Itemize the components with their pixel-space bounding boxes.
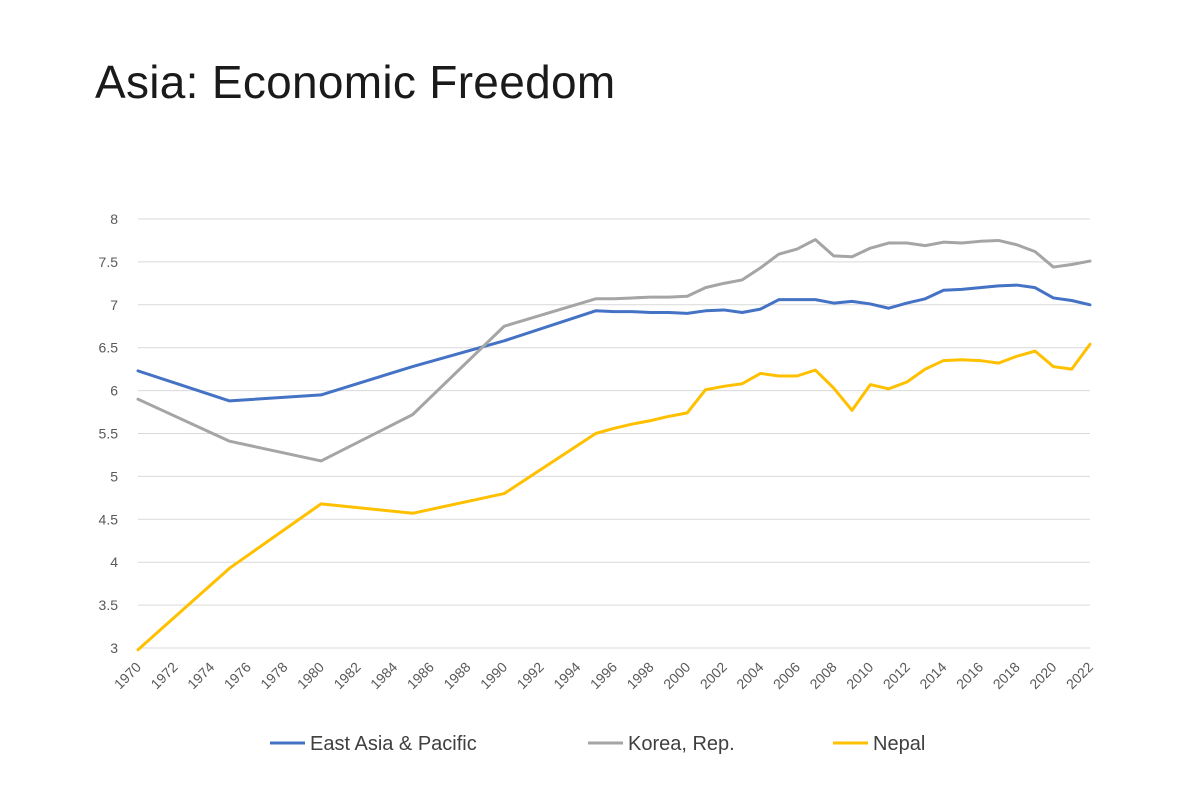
x-tick-label: 2002 — [697, 659, 730, 692]
x-tick-label: 2012 — [880, 659, 913, 692]
x-tick-label: 2016 — [953, 659, 986, 692]
x-tick-label: 1974 — [184, 659, 217, 692]
y-axis-ticks: 3 3.5 4 4.5 5 5.5 6 6.5 7 7.5 8 — [99, 211, 119, 656]
x-tick-label: 1986 — [404, 659, 437, 692]
y-tick-label: 3 — [110, 640, 118, 656]
legend-label: Nepal — [873, 733, 925, 755]
series-line-east-asia-pacific — [136, 283, 1092, 403]
y-tick-label: 7 — [110, 297, 118, 313]
x-tick-label: 1992 — [514, 659, 547, 692]
series-lines — [136, 238, 1092, 652]
x-tick-label: 2010 — [843, 659, 876, 692]
x-tick-label: 2018 — [990, 659, 1023, 692]
x-tick-label: 2006 — [770, 659, 803, 692]
x-tick-label: 2022 — [1063, 659, 1096, 692]
y-tick-label: 4 — [110, 554, 118, 570]
y-tick-label: 8 — [110, 211, 118, 227]
x-tick-label: 1972 — [147, 659, 180, 692]
x-tick-label: 2004 — [733, 659, 766, 692]
y-tick-label: 5 — [110, 468, 118, 484]
y-tick-label: 4.5 — [99, 511, 119, 527]
slide-title: Asia: Economic Freedom — [95, 56, 616, 108]
legend-label: Korea, Rep. — [628, 733, 735, 755]
x-tick-label: 1978 — [257, 659, 290, 692]
x-tick-label: 1970 — [111, 659, 144, 692]
x-tick-label: 2014 — [916, 659, 949, 692]
x-tick-label: 2000 — [660, 659, 693, 692]
x-tick-label: 1998 — [623, 659, 656, 692]
x-tick-label: 2008 — [806, 659, 839, 692]
x-tick-label: 1988 — [440, 659, 473, 692]
x-tick-label: 1980 — [294, 659, 327, 692]
gridlines — [138, 218, 1090, 649]
series-line-korea-rep — [136, 238, 1092, 463]
x-tick-label: 1982 — [330, 659, 363, 692]
y-tick-label: 3.5 — [99, 597, 119, 613]
x-tick-label: 1994 — [550, 659, 583, 692]
y-tick-label: 7.5 — [99, 254, 119, 270]
x-axis-ticks: 1970 1972 1974 1976 1978 1980 1982 1984 1986 1988… — [111, 659, 1096, 692]
y-tick-label: 6 — [110, 383, 118, 399]
legend-label: East Asia & Pacific — [310, 733, 477, 755]
x-tick-label: 1990 — [477, 659, 510, 692]
y-tick-label: 5.5 — [99, 426, 119, 442]
x-tick-label: 1984 — [367, 659, 400, 692]
x-tick-label: 2020 — [1026, 659, 1059, 692]
series-line-nepal — [136, 342, 1092, 652]
x-tick-label: 1996 — [587, 659, 620, 692]
y-tick-label: 6.5 — [99, 340, 119, 356]
x-tick-label: 1976 — [221, 659, 254, 692]
legend: East Asia & Pacific Korea, Rep. Nepal — [270, 733, 925, 755]
